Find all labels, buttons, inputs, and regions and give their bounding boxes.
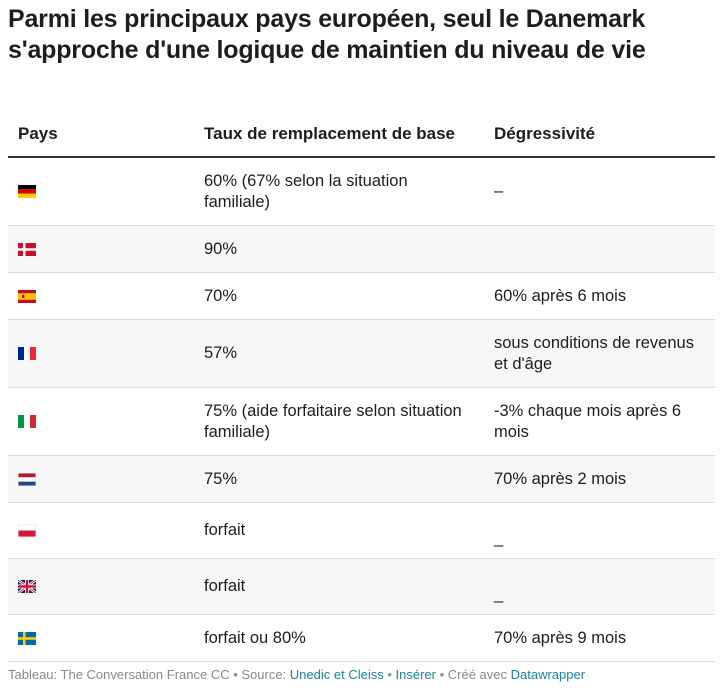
flag-cell: [8, 157, 194, 226]
netherlands-flag-icon: [18, 472, 36, 486]
table-row: 60% (67% selon la situation familiale) –: [8, 157, 715, 226]
flag-cell: [8, 558, 194, 615]
taux-cell: 70%: [194, 272, 484, 320]
flag-cell: [8, 272, 194, 320]
flag-cell: [8, 502, 194, 559]
flag-cell: [8, 319, 194, 388]
degressivite-cell: sous conditions de revenus et d'âge: [484, 319, 715, 388]
poland-flag-icon: [18, 524, 36, 537]
uk-flag-icon: [18, 580, 36, 593]
flag-cell: [8, 225, 194, 273]
table-header-row: Pays Taux de remplacement de base Dégres…: [8, 96, 715, 158]
table-row: 75% (aide forfaitaire selon situation fa…: [8, 387, 715, 456]
table-row: 90%: [8, 225, 715, 273]
taux-cell: 57%: [194, 319, 484, 388]
degressivite-cell: -3% chaque mois après 6 mois: [484, 387, 715, 456]
column-header-pays[interactable]: Pays: [8, 96, 194, 158]
insert-link[interactable]: Insérer: [395, 667, 436, 682]
table-row: forfait _: [8, 558, 715, 615]
degressivite-cell: –: [484, 157, 715, 226]
degressivite-cell: [484, 225, 715, 273]
table-row: 75% 70% après 2 mois: [8, 455, 715, 503]
degressivite-cell: _: [484, 558, 715, 615]
degressivite-cell: 70% après 9 mois: [484, 614, 715, 662]
flag-cell: [8, 387, 194, 456]
page-title: Parmi les principaux pays européen, seul…: [8, 5, 646, 64]
taux-cell: 75% (aide forfaitaire selon situation fa…: [194, 387, 484, 456]
spain-flag-icon: [18, 289, 36, 303]
table-row: forfait _: [8, 502, 715, 559]
table-row: 70% 60% après 6 mois: [8, 272, 715, 320]
taux-cell: forfait: [194, 502, 484, 559]
germany-flag-icon: [18, 185, 36, 198]
source-link[interactable]: Unedic et Cleiss: [289, 667, 384, 682]
flag-cell: [8, 614, 194, 662]
france-flag-icon: [18, 347, 36, 360]
footer-separator: •: [383, 667, 396, 682]
data-table: Pays Taux de remplacement de base Dégres…: [8, 96, 715, 662]
denmark-flag-icon: [18, 242, 36, 256]
degressivite-cell: 70% après 2 mois: [484, 455, 715, 503]
degressivite-cell: 60% après 6 mois: [484, 272, 715, 320]
column-header-degressivite[interactable]: Dégressivité: [484, 96, 715, 158]
italy-flag-icon: [18, 415, 36, 428]
taux-cell: 60% (67% selon la situation familiale): [194, 157, 484, 226]
sweden-flag-icon: [18, 631, 36, 645]
column-header-taux[interactable]: Taux de remplacement de base: [194, 96, 484, 158]
footer: Tableau: The Conversation France CC • So…: [8, 667, 585, 682]
taux-cell: forfait: [194, 558, 484, 615]
footer-credit: Tableau: The Conversation France CC • So…: [8, 667, 290, 682]
table-row: forfait ou 80% 70% après 9 mois: [8, 614, 715, 662]
datawrapper-link[interactable]: Datawrapper: [510, 667, 586, 682]
taux-cell: forfait ou 80%: [194, 614, 484, 662]
footer-created-with: • Créé avec: [435, 667, 511, 682]
flag-cell: [8, 455, 194, 503]
taux-cell: 90%: [194, 225, 484, 273]
table-row: 57% sous conditions de revenus et d'âge: [8, 319, 715, 388]
degressivite-cell: _: [484, 502, 715, 559]
taux-cell: 75%: [194, 455, 484, 503]
